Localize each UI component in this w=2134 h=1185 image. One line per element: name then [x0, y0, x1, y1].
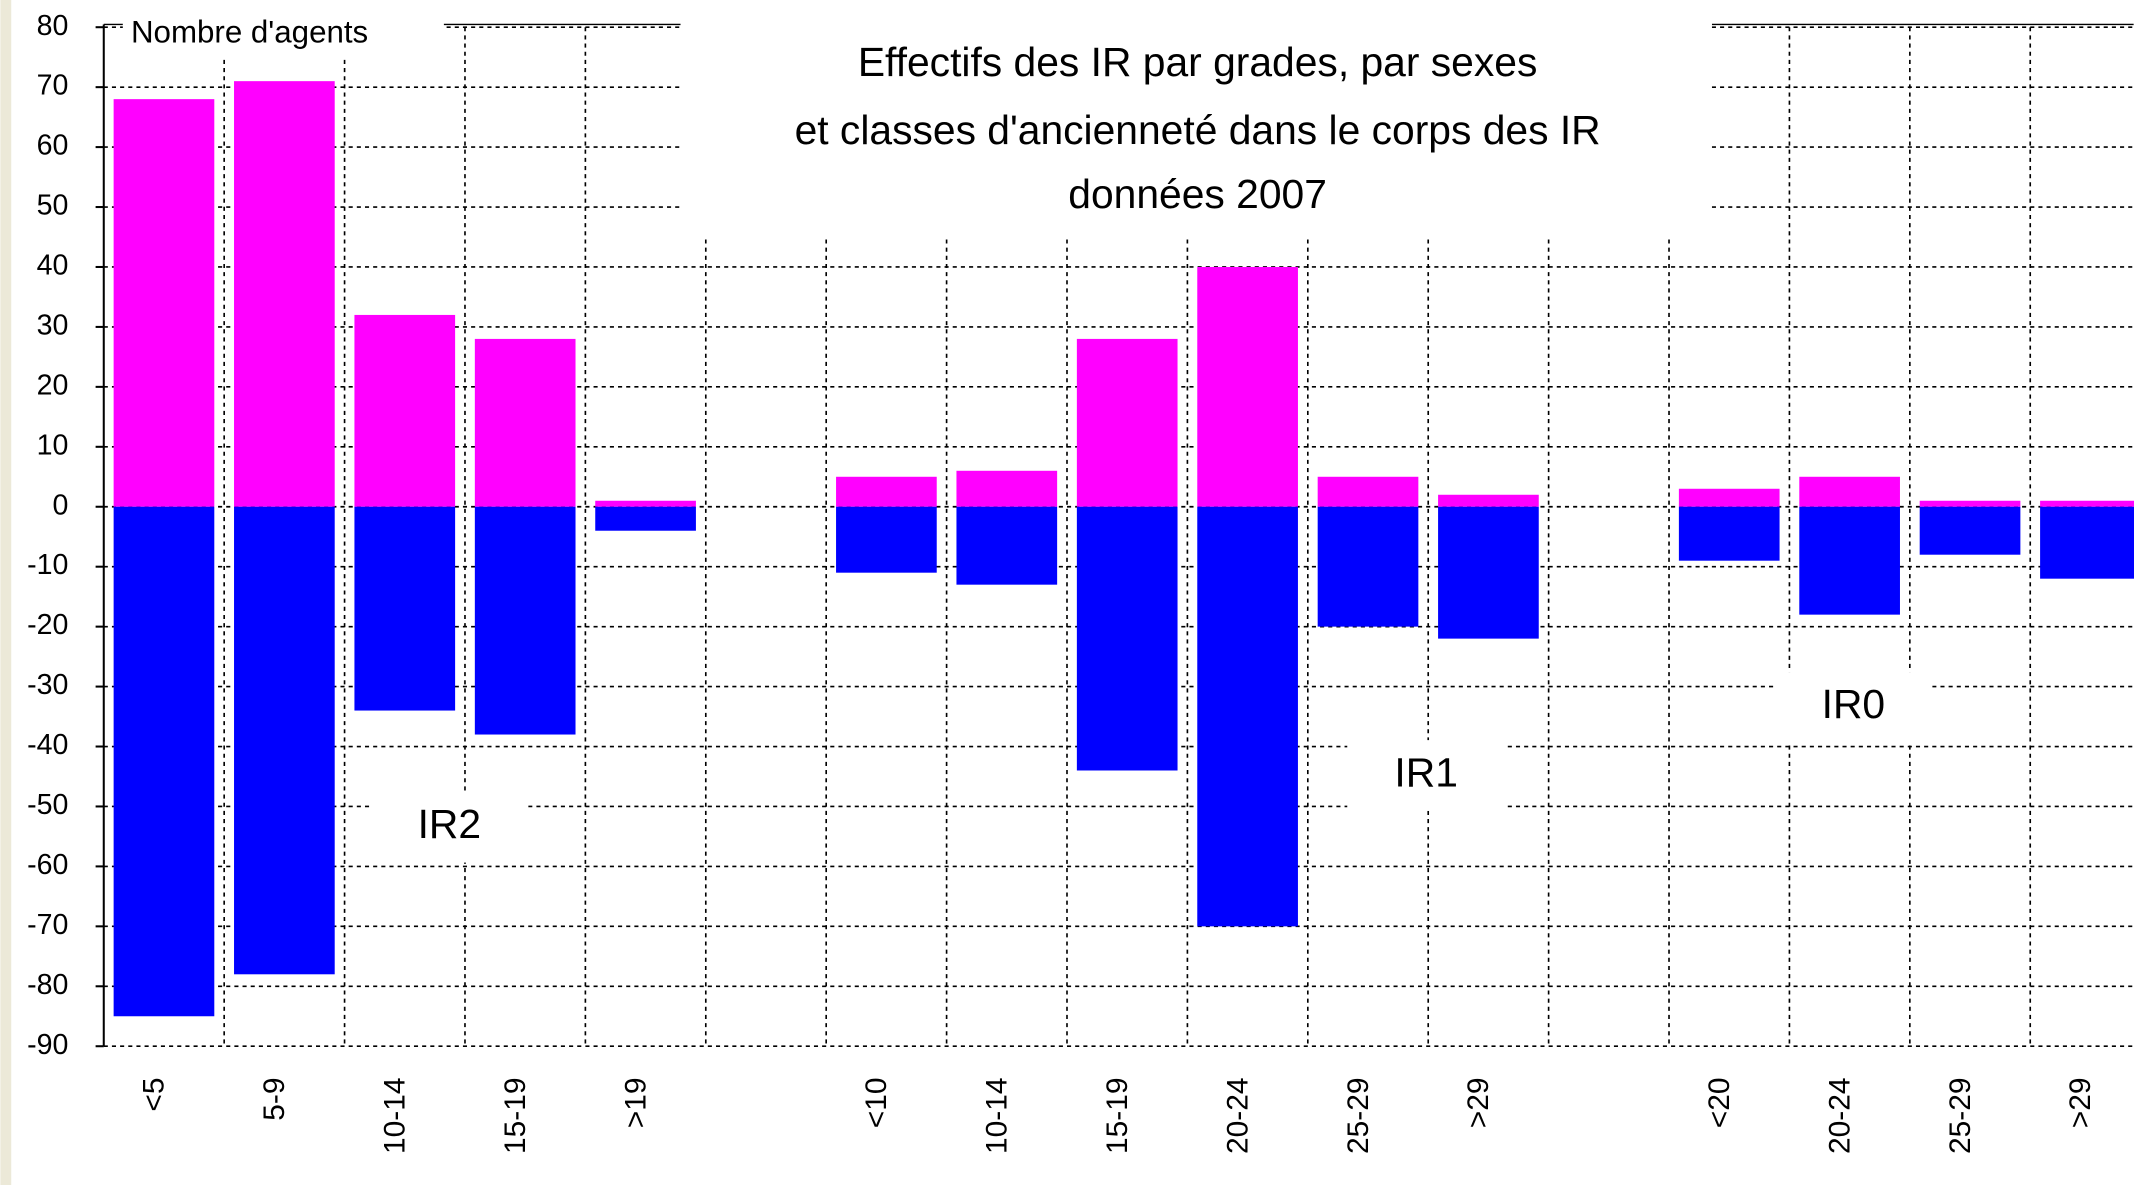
y-tick-label: 70	[37, 70, 69, 102]
bar	[595, 506, 696, 531]
annotation: IR0	[1822, 681, 1886, 727]
y-tick-label: -40	[27, 729, 68, 761]
y-tick-label: -70	[27, 909, 68, 941]
x-tick-label: >29	[2064, 1078, 2097, 1129]
x-tick-label: 15-19	[499, 1078, 532, 1155]
bar	[1317, 506, 1419, 627]
bar	[1438, 494, 1539, 507]
x-tick-label: 10-14	[981, 1078, 1014, 1155]
y-tick-label: -60	[27, 849, 68, 881]
x-tick-label: <5	[138, 1078, 171, 1112]
bar	[1678, 506, 1780, 561]
bar	[234, 81, 335, 507]
bar	[956, 506, 1058, 585]
x-tick-label: 5-9	[258, 1078, 291, 1121]
x-tick-label: 25-29	[1944, 1078, 1977, 1155]
x-tick-label: 15-19	[1101, 1078, 1134, 1155]
bar	[1076, 506, 1178, 771]
x-tick-label: 25-29	[1342, 1078, 1375, 1155]
chart-title: Effectifs des IR par grades, par sexes	[858, 39, 1538, 85]
y-tick-label: -10	[27, 549, 68, 581]
chart-title: données 2007	[1068, 171, 1327, 217]
bar	[474, 338, 576, 507]
bar	[234, 506, 335, 975]
bar	[113, 99, 215, 507]
y-tick-label: -50	[27, 789, 68, 821]
x-tick-label: <10	[860, 1078, 893, 1129]
y-tick-label: -90	[27, 1029, 68, 1061]
bar	[2040, 506, 2134, 579]
bar	[354, 314, 456, 507]
bar	[1438, 506, 1539, 639]
y-tick-label: 0	[52, 489, 68, 521]
bar	[2040, 500, 2134, 507]
chart-title: et classes d'ancienneté dans le corps de…	[795, 107, 1601, 153]
y-tick-label: 60	[37, 130, 69, 162]
bar	[113, 506, 215, 1017]
x-tick-label: 20-24	[1823, 1078, 1856, 1155]
x-tick-label: 10-14	[379, 1078, 412, 1155]
bar	[354, 506, 456, 711]
bar	[1799, 476, 1900, 507]
title-bg	[680, 0, 1712, 240]
annotation: IR2	[418, 801, 482, 847]
x-tick-label: >29	[1462, 1078, 1495, 1129]
bar	[956, 470, 1058, 507]
y-label-bg	[122, 10, 444, 58]
bar	[595, 500, 696, 507]
bar	[1076, 338, 1178, 507]
bar	[1919, 506, 2021, 555]
bar	[836, 506, 937, 573]
x-tick-label: 20-24	[1221, 1078, 1254, 1155]
annotation-bg	[1347, 740, 1506, 811]
y-tick-label: 40	[37, 250, 69, 282]
bar	[1197, 506, 1298, 927]
bar	[1919, 500, 2021, 507]
y-tick-label: -30	[27, 669, 68, 701]
y-tick-label: 50	[37, 190, 69, 222]
x-tick-label: <20	[1703, 1078, 1736, 1129]
y-tick-label: -80	[27, 969, 68, 1001]
bar	[474, 506, 576, 735]
y-tick-label: 80	[37, 10, 69, 42]
annotation: IR1	[1394, 749, 1458, 795]
bar	[836, 476, 937, 507]
annotation-bg	[370, 791, 529, 863]
bar	[1197, 266, 1298, 507]
bar	[1799, 506, 1900, 615]
x-tick-label: >19	[619, 1078, 652, 1129]
y-tick-label: 10	[37, 429, 69, 461]
window-edge	[0, 0, 12, 1185]
bar	[1678, 488, 1780, 507]
y-tick-label: -20	[27, 609, 68, 641]
y-label: Nombre d'agents	[131, 14, 368, 49]
annotation-bg	[1774, 672, 1933, 743]
y-tick-label: 20	[37, 369, 69, 401]
bar	[1317, 476, 1419, 507]
y-tick-label: 30	[37, 309, 69, 341]
